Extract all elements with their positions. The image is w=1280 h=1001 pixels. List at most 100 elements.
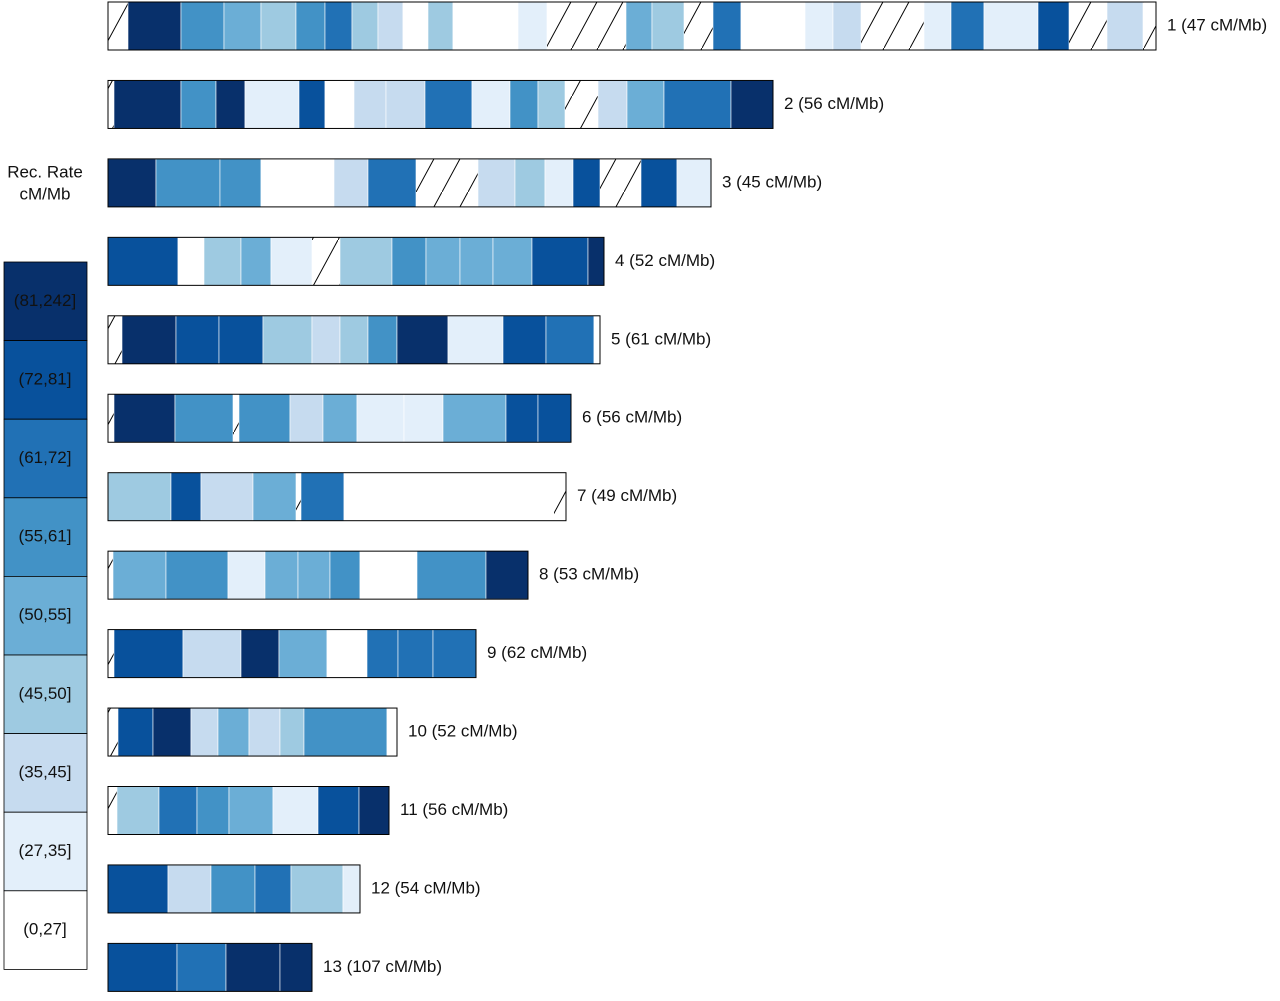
segment <box>424 80 473 129</box>
chromosome-outline <box>107 942 313 992</box>
segment <box>367 158 417 208</box>
segment <box>182 629 242 678</box>
chromosome-outline <box>107 707 398 757</box>
chromosome-label: 5 (61 cM/Mb) <box>611 329 711 348</box>
segment <box>203 237 242 286</box>
chromosome-label: 4 (52 cM/Mb) <box>615 251 715 270</box>
segment <box>272 786 319 835</box>
legend-swatch <box>3 890 88 970</box>
segment <box>303 707 388 757</box>
segment <box>396 315 449 365</box>
segment <box>509 80 539 129</box>
chromosome-outline <box>107 79 774 129</box>
chromosome-label: 13 (107 cM/Mb) <box>323 957 442 976</box>
hatched-segment <box>108 80 114 129</box>
segment <box>505 393 539 443</box>
segment <box>366 629 399 678</box>
segment <box>238 393 291 443</box>
segment <box>339 315 369 365</box>
segment <box>127 1 182 51</box>
segment <box>432 629 477 678</box>
segment <box>391 237 427 286</box>
segment <box>326 629 368 678</box>
hatched-segment <box>108 786 117 835</box>
segment <box>228 786 274 835</box>
chromosome-outline <box>107 629 477 679</box>
legend-label: (50,55] <box>19 605 72 624</box>
hatched-segment <box>312 237 340 286</box>
segment <box>1037 1 1070 51</box>
segment <box>180 1 225 51</box>
segment <box>300 472 345 522</box>
segment <box>333 158 369 208</box>
chromosome-outline <box>107 472 567 522</box>
hatched-segment <box>108 315 122 364</box>
segment <box>452 1 519 51</box>
segment <box>804 1 834 51</box>
segment <box>107 237 179 286</box>
segment <box>517 1 548 51</box>
hatched-segment <box>233 394 239 443</box>
segment <box>254 864 292 914</box>
segment <box>531 237 589 286</box>
segment <box>107 943 178 992</box>
legend-swatch <box>3 497 88 577</box>
segment <box>219 158 262 208</box>
chromosome-outline <box>107 786 390 835</box>
hatched-segment <box>416 158 478 207</box>
segment <box>217 707 250 757</box>
hatched-segment <box>108 708 118 757</box>
segment <box>260 158 335 208</box>
segment <box>544 158 574 208</box>
segment <box>107 864 169 914</box>
segment <box>386 707 398 757</box>
segment <box>402 1 429 51</box>
segment <box>218 315 264 365</box>
segment <box>113 629 184 678</box>
legend-swatch <box>3 261 88 341</box>
segment <box>416 550 487 600</box>
segment <box>640 158 678 208</box>
segment <box>471 80 511 129</box>
legend-swatch <box>3 576 88 656</box>
hatched-segment <box>684 2 713 50</box>
segment <box>262 315 313 365</box>
segment <box>663 80 732 129</box>
segment <box>356 393 405 443</box>
segment <box>730 80 774 129</box>
segment <box>626 80 665 129</box>
chromosome-outline <box>107 1 1157 51</box>
segment <box>537 393 572 443</box>
segment <box>427 1 454 51</box>
segment <box>492 237 533 286</box>
legend-swatch <box>3 654 88 734</box>
segment <box>165 550 229 600</box>
segment <box>359 550 418 600</box>
segment <box>832 1 862 51</box>
segment <box>152 707 192 757</box>
segment <box>545 315 595 365</box>
legend-swatch <box>3 418 88 499</box>
legend-label: (0,27] <box>23 920 66 939</box>
segment <box>339 237 393 286</box>
chromosome-outline <box>107 315 601 365</box>
segment <box>210 864 256 914</box>
segment <box>298 80 326 129</box>
segment <box>597 80 628 129</box>
segment <box>317 786 360 835</box>
segment <box>112 550 167 600</box>
legend-label: (61,72] <box>19 448 72 467</box>
segment <box>167 864 212 914</box>
chromosome-label: 1 (47 cM/Mb) <box>1167 15 1267 34</box>
segment <box>177 237 205 286</box>
segment <box>377 1 404 51</box>
legend-label: (55,61] <box>19 527 72 546</box>
hatched-segment <box>1143 2 1156 50</box>
segment <box>196 786 230 835</box>
segment <box>117 707 154 757</box>
hatched-segment <box>565 80 598 129</box>
segment <box>116 786 160 835</box>
segment <box>225 943 281 992</box>
segment <box>252 472 297 522</box>
